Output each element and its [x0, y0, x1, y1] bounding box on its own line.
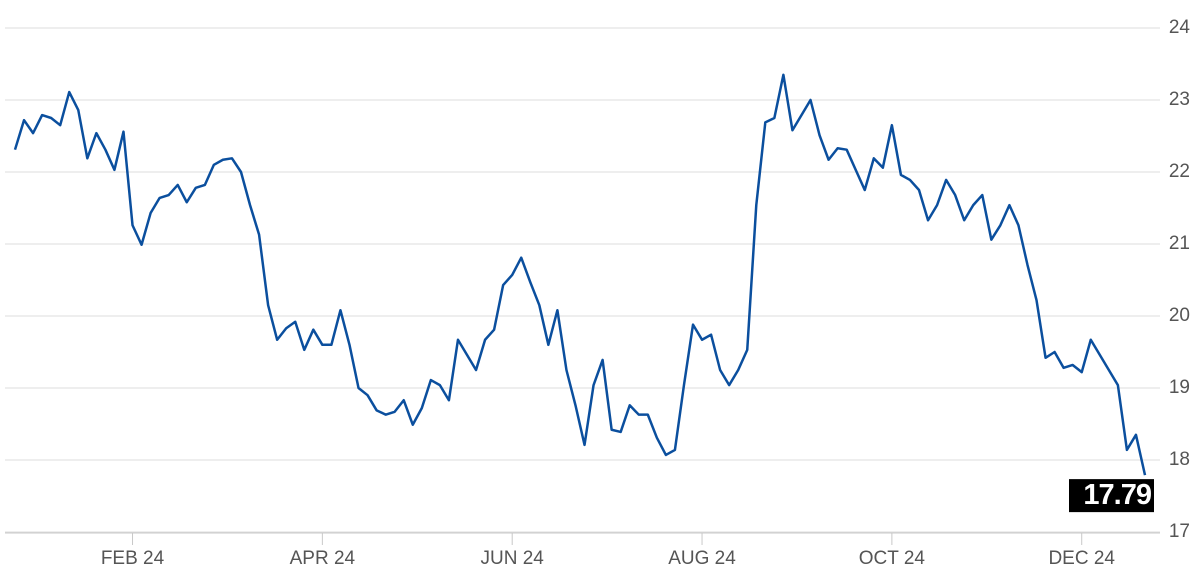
last-value-label: 17.79	[1069, 479, 1154, 513]
x-tick-label: JUN 24	[481, 548, 545, 569]
x-tick-label: FEB 24	[101, 548, 165, 569]
y-tick-label: 21	[1169, 233, 1190, 254]
y-tick-label: 20	[1169, 305, 1190, 326]
x-tick-label: AUG 24	[668, 548, 736, 569]
y-tick-label: 24	[1169, 17, 1191, 38]
y-tick-label: 22	[1169, 161, 1190, 182]
y-tick-label: 17	[1169, 521, 1190, 542]
price-line	[13, 73, 1147, 476]
last-value-box	[1069, 479, 1154, 513]
y-tick-label: 19	[1169, 377, 1190, 398]
last-value-text: 17.79	[1083, 479, 1151, 511]
x-tick-label: OCT 24	[859, 548, 926, 569]
x-tick-label: APR 24	[290, 548, 356, 569]
x-tick-label: DEC 24	[1048, 548, 1115, 569]
y-tick-label: 23	[1169, 89, 1190, 110]
y-tick-label: 18	[1169, 449, 1190, 470]
